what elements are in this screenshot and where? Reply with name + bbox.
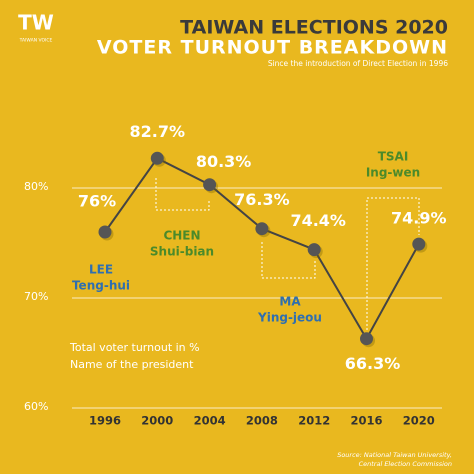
point bbox=[203, 178, 217, 192]
y-tick-label: 70% bbox=[24, 290, 48, 303]
y-tick-label: 80% bbox=[24, 180, 48, 193]
point bbox=[98, 225, 112, 239]
x-tick-label: 2008 bbox=[246, 414, 278, 428]
value-label: 80.3% bbox=[196, 152, 252, 171]
president-name: MA bbox=[279, 295, 301, 309]
x-tick-label: 2000 bbox=[141, 414, 173, 428]
president-name: Ying-jeou bbox=[257, 311, 322, 325]
bracket bbox=[261, 242, 316, 279]
legend-entry: Total voter turnout in % bbox=[69, 341, 200, 354]
value-label: 82.7% bbox=[130, 122, 186, 141]
value-label: 74.4% bbox=[290, 211, 346, 230]
value-label: 66.3% bbox=[345, 354, 401, 373]
source: Central Election Commission bbox=[359, 460, 452, 468]
point bbox=[255, 222, 269, 236]
value-label: 74.9% bbox=[391, 209, 447, 228]
source: Source: National Taiwan University, bbox=[337, 451, 452, 459]
president-name: Ing-wen bbox=[366, 166, 420, 180]
point bbox=[150, 151, 164, 165]
president-name: Shui-bian bbox=[150, 245, 214, 259]
legend-entry: Name of the president bbox=[70, 358, 194, 371]
president-name: Teng-hui bbox=[72, 279, 130, 293]
x-tick-label: 2012 bbox=[298, 414, 330, 428]
logo-mark: TW bbox=[18, 11, 54, 35]
bracket bbox=[366, 197, 420, 330]
chart-title: TAIWAN ELECTIONS 2020 bbox=[180, 17, 448, 39]
chart-subtitle: VOTER TURNOUT BREAKDOWN bbox=[97, 37, 448, 59]
bracket bbox=[155, 178, 210, 211]
x-tick-label: 2004 bbox=[194, 414, 226, 428]
point bbox=[360, 332, 373, 346]
logo-text: TAIWAN VOICE bbox=[19, 38, 53, 44]
x-tick-label: 1996 bbox=[89, 414, 121, 428]
x-tick-label: 2020 bbox=[403, 414, 435, 428]
y-tick-label: 60% bbox=[24, 400, 48, 413]
x-tick-label: 2016 bbox=[350, 414, 382, 428]
president-name: CHEN bbox=[163, 229, 200, 243]
president-name: TSAI bbox=[378, 150, 409, 164]
point bbox=[307, 243, 321, 257]
president-name: LEE bbox=[89, 263, 113, 277]
chart-note: Since the introduction of Direct Electio… bbox=[268, 59, 448, 68]
value-label: 76.3% bbox=[234, 190, 290, 209]
value-label: 76% bbox=[78, 192, 116, 211]
point bbox=[412, 237, 426, 251]
